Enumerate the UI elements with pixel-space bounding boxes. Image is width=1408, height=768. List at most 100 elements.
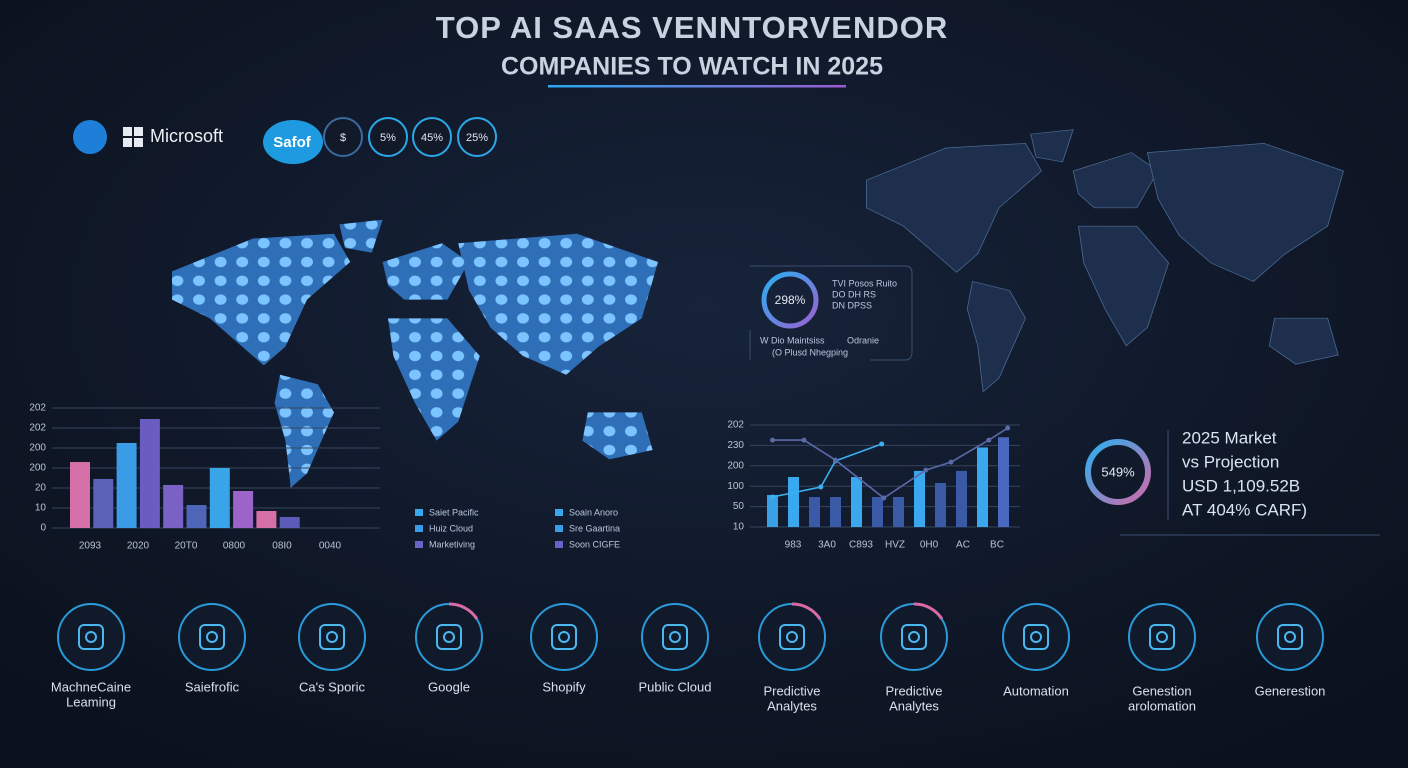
icon-glyph	[436, 624, 462, 650]
badges: $5% 45% 25%	[323, 117, 497, 157]
bar	[767, 494, 778, 527]
y-tick-label: 202	[727, 420, 744, 431]
market-line: AT 404% CARF)	[1182, 500, 1307, 519]
badge-text: 5%	[380, 132, 396, 144]
icon-glyph-dot	[1030, 631, 1042, 643]
icon-label: arolomation	[1128, 698, 1196, 713]
icon-label: Public Cloud	[639, 679, 712, 694]
salesforce-logo	[263, 120, 323, 164]
icon-circle	[298, 603, 366, 671]
market-line: 2025 Market	[1182, 428, 1277, 447]
legend-label: Marketiving	[429, 539, 475, 549]
icon-glyph-dot	[1156, 631, 1168, 643]
legend-swatch	[415, 509, 423, 516]
legend-swatch	[415, 525, 423, 532]
bar	[163, 485, 184, 528]
cloud-logo	[73, 120, 107, 154]
icon-glyph-dot	[786, 631, 798, 643]
icon-circle	[178, 603, 246, 671]
icon-glyph-dot	[1284, 631, 1296, 643]
donut-value: 298%	[775, 293, 806, 307]
bar	[93, 479, 114, 528]
icon-arc	[913, 602, 944, 620]
bar	[233, 491, 254, 528]
card-frame	[1120, 430, 1380, 536]
y-tick-label: 100	[727, 481, 744, 492]
icon-arc	[448, 602, 479, 620]
bar	[977, 447, 988, 527]
badge-ring	[412, 117, 452, 157]
icon-label: Generestion	[1255, 683, 1326, 698]
bar	[256, 511, 277, 528]
legend-swatch	[415, 541, 423, 548]
icon-label: MachneCaine	[51, 679, 131, 694]
ms-square	[134, 127, 143, 136]
bar	[956, 470, 967, 527]
ms-square	[123, 127, 132, 136]
icon-label: Saiefrofic	[185, 679, 240, 694]
icon-glyph	[779, 624, 805, 650]
icon-circle	[530, 603, 598, 671]
y-tick-label: 10	[35, 503, 47, 514]
icon-label: Leaming	[66, 694, 116, 709]
x-tick-label: 20T0	[175, 541, 198, 552]
icon-label: Shopify	[542, 679, 586, 694]
icon-label: Automation	[1003, 683, 1069, 698]
icon-circle	[1128, 603, 1196, 671]
y-tick-label: 230	[727, 440, 744, 451]
icon-glyph	[901, 624, 927, 650]
x-tick-label: C893	[849, 540, 873, 551]
x-tick-label: AC	[956, 540, 970, 551]
icon-glyph	[1149, 624, 1175, 650]
legend-label: Saiet Pacific	[429, 507, 479, 517]
icon-label: Genestion	[1132, 683, 1191, 698]
ms-square	[123, 138, 132, 147]
y-tick-label: 0	[40, 523, 46, 534]
legend-label: Soain Anoro	[569, 507, 618, 517]
icon-glyph	[78, 624, 104, 650]
bar	[914, 470, 925, 527]
badge-text: $	[340, 132, 346, 144]
bar	[788, 477, 799, 527]
y-tick-label: 200	[29, 463, 46, 474]
x-tick-label: 0800	[223, 541, 246, 552]
icon-glyph-dot	[669, 631, 681, 643]
panel-legend: (O Plusd Nhegping	[772, 347, 848, 357]
market-value: 549%	[1101, 464, 1135, 479]
legend-label: Sre Gaartina	[569, 523, 620, 533]
x-tick-label: 08I0	[272, 541, 292, 552]
right-bar-chart: 10 50 100 200 230 202 983 3A0 C893 HVZ 0H0 AC BC	[727, 420, 1020, 551]
legend-swatch	[555, 525, 563, 532]
badge-text: 25%	[466, 132, 488, 144]
y-tick-label: 50	[733, 501, 745, 512]
legend-swatch	[555, 509, 563, 516]
bar	[935, 482, 946, 527]
badge-ring	[323, 117, 363, 157]
icon-glyph-dot	[443, 631, 455, 643]
panel-legend: W Dio Maintsiss	[760, 335, 825, 345]
line	[772, 427, 1009, 500]
legend-swatch	[555, 541, 563, 548]
y-tick-label: 20	[35, 483, 47, 494]
badge-ring	[368, 117, 408, 157]
bar	[893, 497, 904, 527]
y-tick-label: 200	[29, 443, 46, 454]
y-tick-label: 202	[29, 403, 46, 414]
title: TOP AI SAAS VENNTORVENDOR	[436, 10, 949, 45]
icon-glyph-dot	[326, 631, 338, 643]
icon-glyph	[662, 624, 688, 650]
x-tick-label: 2020	[127, 541, 150, 552]
icon-label: Analytes	[889, 698, 939, 713]
icon-label: Analytes	[767, 698, 817, 713]
icon-label: Predictive	[763, 683, 820, 698]
icon-circle	[1256, 603, 1324, 671]
icon-glyph-dot	[85, 631, 97, 643]
market-line: USD 1,109.52B	[1182, 476, 1300, 495]
legend: Saiet Pacific Huiz Cloud Marketiving Soain …	[415, 507, 620, 549]
x-tick-label: 0H0	[920, 540, 939, 551]
icon-label: Predictive	[885, 683, 942, 698]
bar	[186, 505, 207, 528]
panel-legend: Odranie	[847, 335, 879, 345]
